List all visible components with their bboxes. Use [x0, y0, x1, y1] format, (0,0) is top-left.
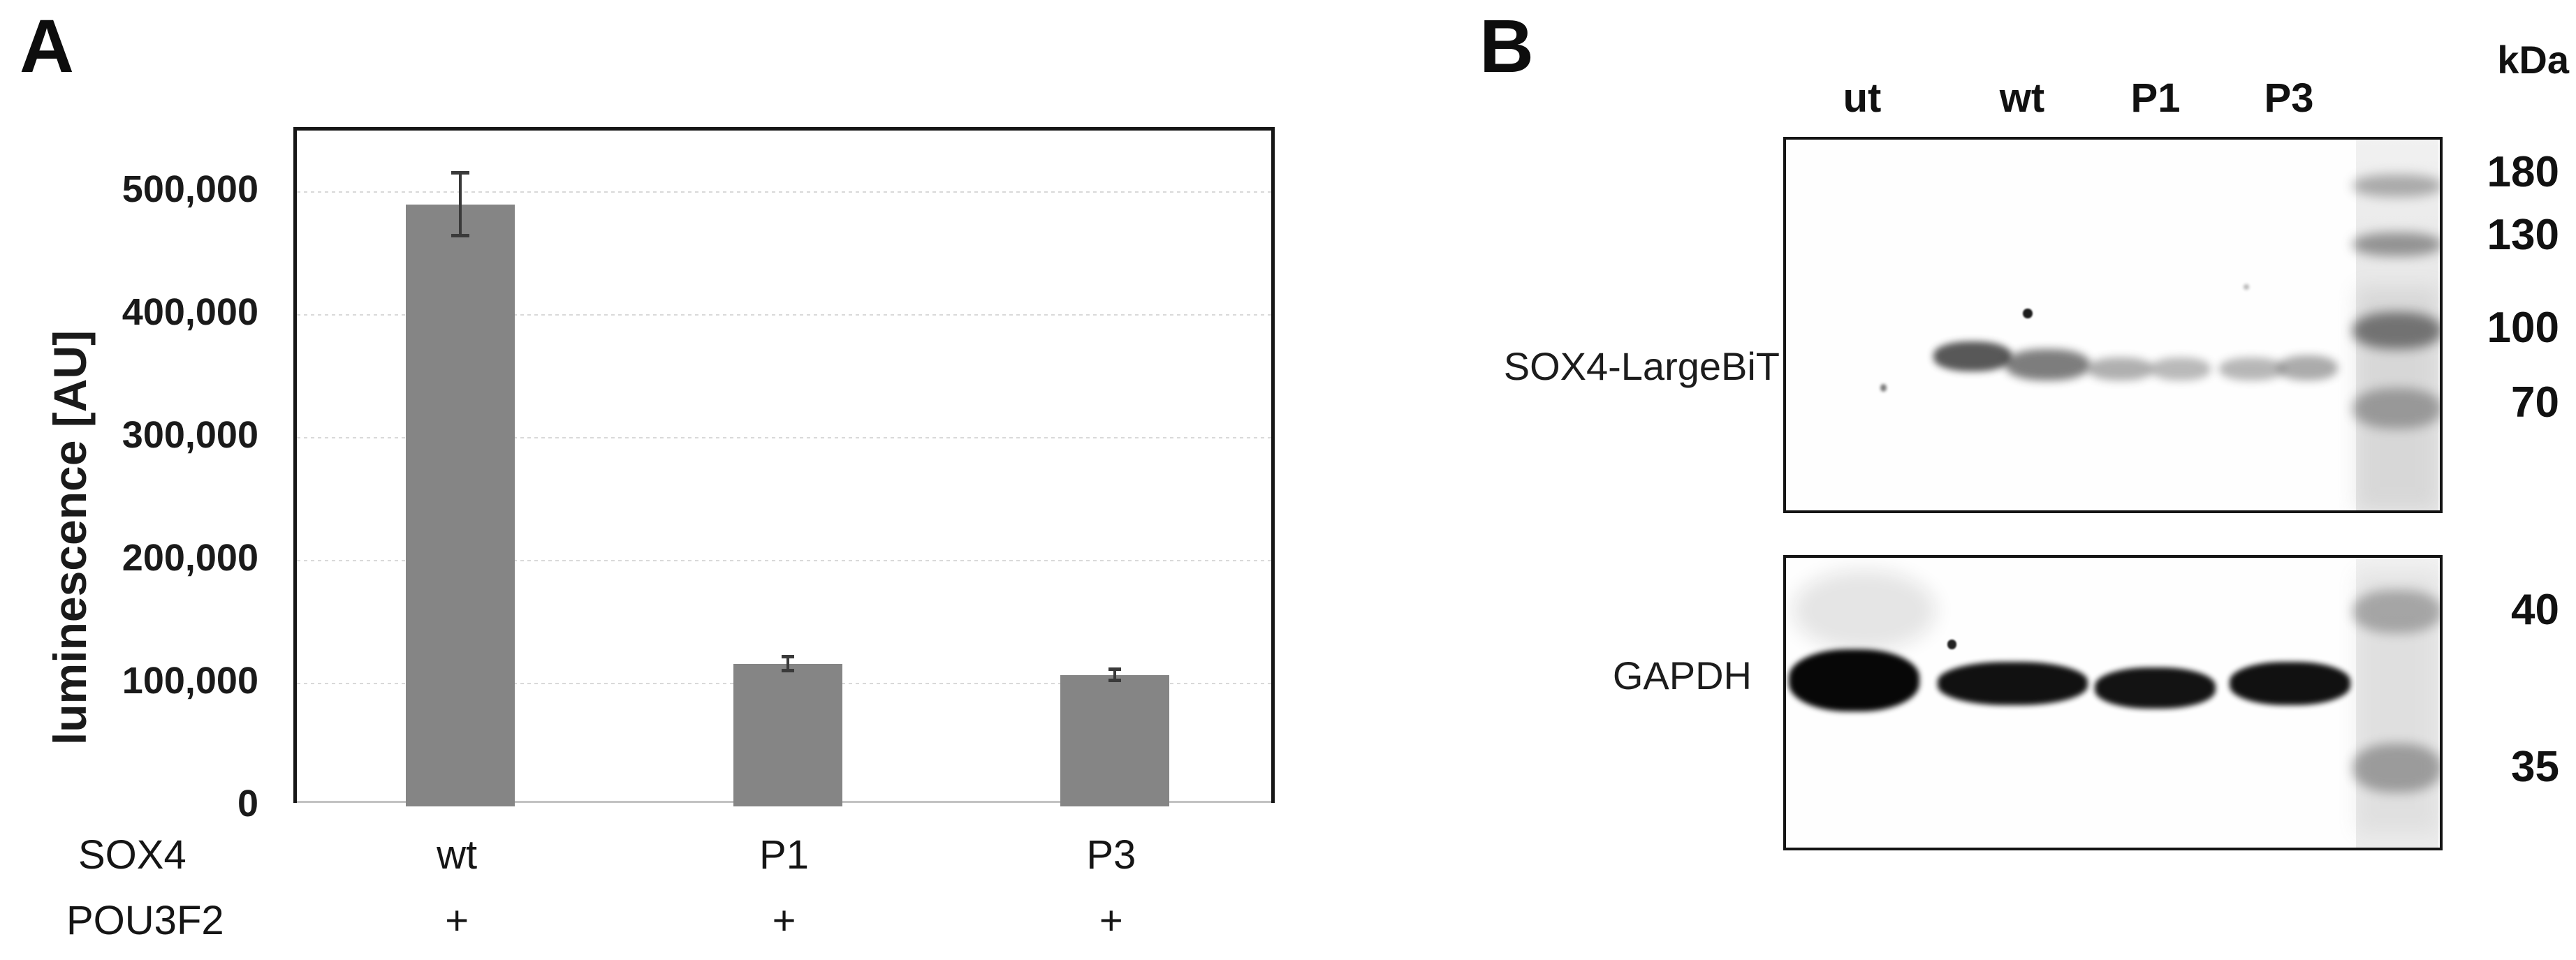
- mw-marker-label: 35: [2511, 743, 2559, 791]
- error-bar-cap-bottom: [451, 234, 470, 238]
- blot2-row-label: GAPDH: [1612, 653, 1752, 697]
- protein-band-P1: [2094, 667, 2216, 709]
- bar: [406, 204, 515, 806]
- x-row-cell: wt: [437, 832, 478, 878]
- x-row-cell: +: [1099, 898, 1123, 943]
- lane-label: P3: [2264, 75, 2314, 121]
- error-bar-cap-bottom: [1108, 679, 1121, 683]
- panel-b-letter: B: [1479, 3, 1534, 88]
- blot-speck: [1880, 384, 1887, 392]
- sox4-largebit-blot: [1783, 137, 2443, 513]
- x-row-header: POU3F2: [66, 898, 224, 943]
- ladder-band: [2352, 743, 2440, 793]
- error-bar-cap-top: [1108, 667, 1121, 671]
- blot-speck: [1947, 640, 1957, 649]
- error-bar-cap-bottom: [781, 669, 794, 673]
- protein-band-P1: [2088, 357, 2154, 381]
- panel-a-letter: A: [20, 3, 74, 88]
- mw-marker-label: 100: [2487, 304, 2559, 352]
- x-row-cell: +: [445, 898, 469, 943]
- protein-band-wt: [1938, 661, 2088, 705]
- error-bar: [786, 656, 789, 672]
- lane-label: P1: [2130, 75, 2181, 121]
- protein-band-P3: [2229, 661, 2350, 705]
- error-bar-cap-top: [451, 170, 470, 175]
- ladder-band: [2352, 589, 2440, 633]
- y-axis-title: luminescence [AU]: [44, 330, 96, 746]
- lane-label: wt: [1999, 75, 2045, 121]
- mw-marker-label: 130: [2487, 211, 2559, 259]
- protein-band-wt: [1933, 341, 2012, 371]
- blot-speck: [2244, 284, 2249, 290]
- blot-speck: [1792, 569, 1937, 651]
- y-tick-label: 200,000: [122, 537, 258, 579]
- gridline: [297, 560, 1271, 561]
- x-row-cell: P1: [759, 832, 809, 878]
- gridline: [297, 437, 1271, 438]
- y-tick-label: 300,000: [122, 414, 258, 456]
- error-bar: [459, 172, 462, 237]
- ladder-band: [2352, 311, 2440, 349]
- gridline: [297, 314, 1271, 316]
- protein-band-P3: [2218, 357, 2285, 381]
- mw-marker-label: 40: [2511, 586, 2559, 634]
- lane-label: ut: [1843, 75, 1882, 121]
- error-bar: [1113, 668, 1116, 681]
- ladder-wash: [2356, 572, 2439, 834]
- blot-speck: [2022, 308, 2033, 319]
- ladder-band: [2352, 232, 2440, 257]
- kda-unit-label: kDa: [2497, 38, 2569, 82]
- bar-chart-plot-area: [293, 127, 1275, 806]
- ladder-band: [2352, 387, 2440, 429]
- protein-band-wt: [2005, 349, 2091, 381]
- gridline: [297, 191, 1271, 193]
- ladder-band: [2352, 175, 2440, 198]
- x-row-cell: P3: [1086, 832, 1136, 878]
- bar: [1060, 674, 1169, 806]
- protein-band-ut: [1788, 649, 1919, 711]
- x-row-header: SOX4: [78, 832, 186, 878]
- error-bar-cap-top: [781, 655, 794, 659]
- mw-marker-label: 70: [2511, 378, 2559, 427]
- protein-band-P1: [2151, 357, 2211, 381]
- ladder-lane: [2352, 558, 2440, 848]
- mw-marker-label: 180: [2487, 148, 2559, 196]
- gapdh-blot: [1783, 555, 2443, 850]
- y-tick-label: 400,000: [122, 291, 258, 333]
- ladder-lane: [2352, 140, 2440, 510]
- blot1-row-label: SOX4-LargeBiT: [1503, 344, 1780, 388]
- y-tick-label: 100,000: [122, 660, 258, 702]
- bar: [733, 663, 842, 806]
- x-row-cell: +: [772, 898, 796, 943]
- y-tick-label: 500,000: [122, 168, 258, 210]
- y-tick-label: 0: [237, 783, 258, 825]
- protein-band-P3: [2277, 355, 2338, 381]
